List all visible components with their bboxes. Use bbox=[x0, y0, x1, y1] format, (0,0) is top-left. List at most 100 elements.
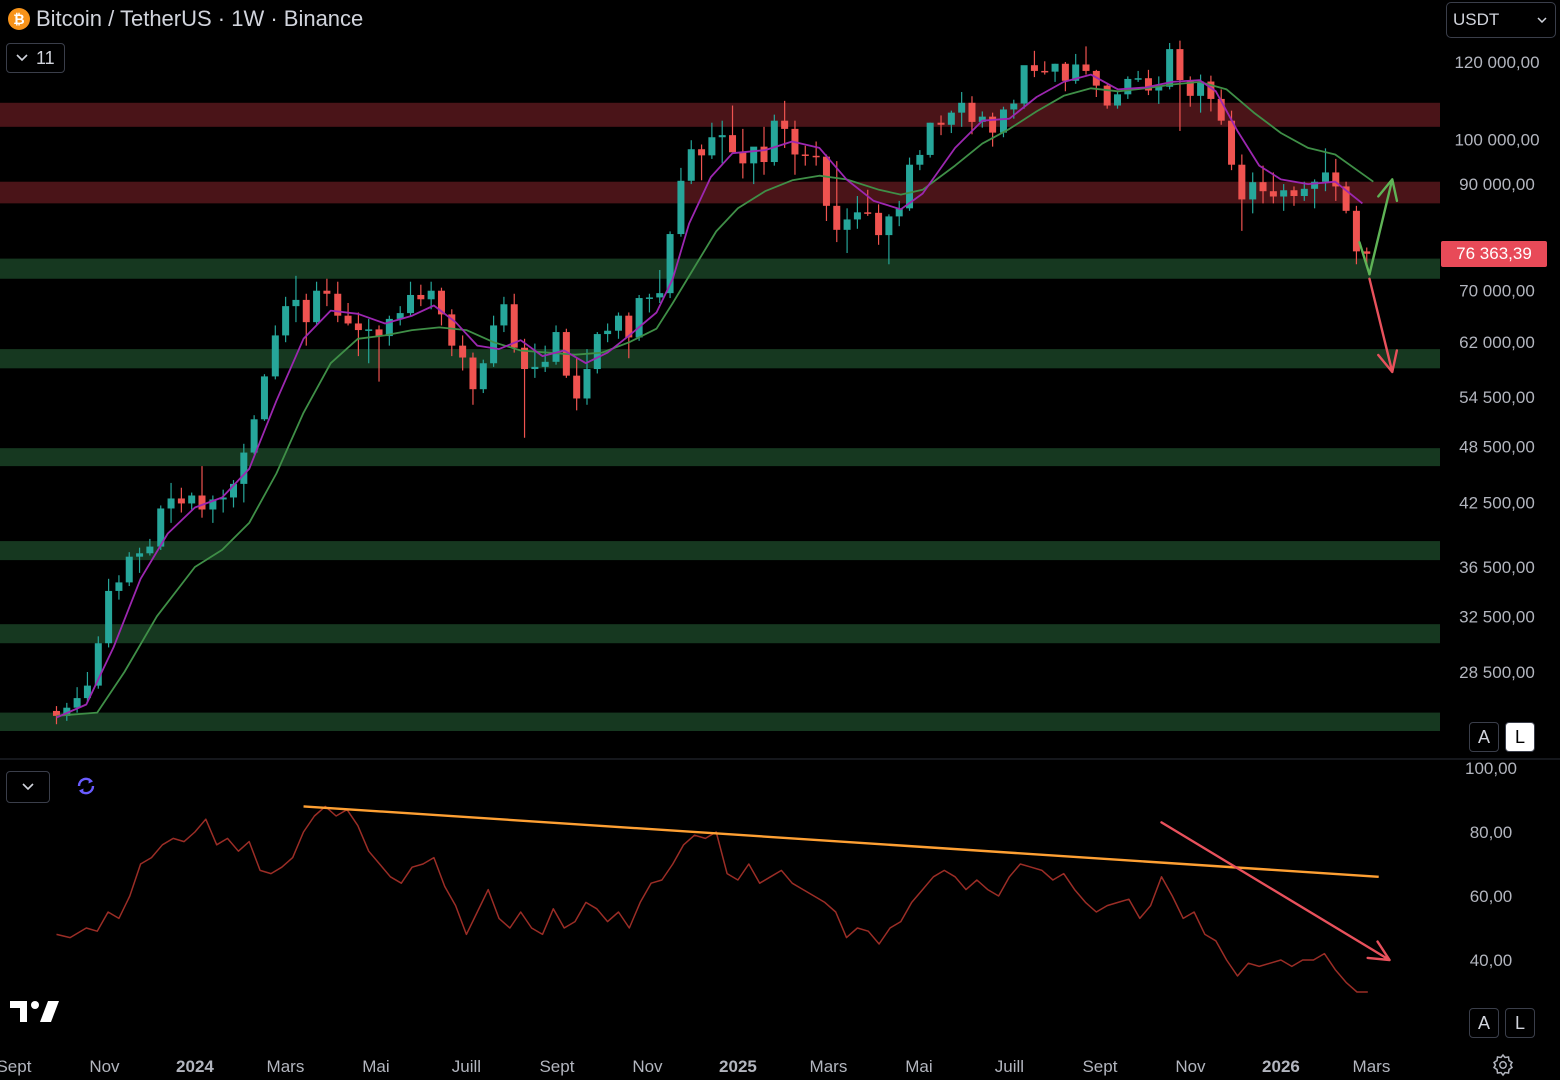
candle-up bbox=[1010, 103, 1018, 110]
candle-up bbox=[750, 146, 758, 164]
rsi-auto-scale-button[interactable]: A bbox=[1469, 1008, 1499, 1038]
symbol-title[interactable]: Bitcoin / TetherUS · 1W · Binance bbox=[36, 6, 364, 31]
candle-up bbox=[167, 498, 175, 509]
candle-down bbox=[1363, 251, 1371, 254]
time-tick-label: Mars bbox=[267, 1057, 305, 1076]
candle-up bbox=[136, 553, 144, 557]
support-zone-5 bbox=[0, 541, 1440, 561]
candle-up bbox=[188, 495, 196, 504]
candle-up bbox=[240, 452, 248, 484]
candle-down bbox=[1030, 65, 1038, 71]
candle-up bbox=[718, 135, 726, 138]
candle-down bbox=[1186, 80, 1194, 96]
candle-down bbox=[1176, 49, 1184, 81]
rsi-line bbox=[56, 805, 1368, 993]
time-tick-label: Nov bbox=[89, 1057, 120, 1076]
candle-up bbox=[500, 304, 508, 326]
price-tick-label: 70 000,00 bbox=[1459, 282, 1535, 301]
breakdown-arrow-down bbox=[1368, 277, 1399, 374]
candle-down bbox=[417, 294, 425, 300]
candle-down bbox=[198, 495, 206, 510]
candle-up bbox=[853, 212, 861, 220]
candle-up bbox=[1134, 78, 1142, 80]
candle-up bbox=[1114, 94, 1122, 106]
candle-up bbox=[407, 294, 415, 314]
candle-up bbox=[947, 112, 955, 125]
candle-down bbox=[469, 357, 477, 390]
candle-up bbox=[260, 376, 268, 420]
time-tick-label: Sept bbox=[539, 1057, 574, 1076]
candle-up bbox=[906, 164, 914, 209]
price-tick-label: 120 000,00 bbox=[1454, 53, 1539, 72]
rsi-tick-label: 60,00 bbox=[1470, 887, 1513, 906]
time-tick-label: Mars bbox=[810, 1057, 848, 1076]
candle-down bbox=[1103, 85, 1111, 106]
candle-down bbox=[937, 122, 945, 125]
candle-down bbox=[1259, 182, 1267, 192]
rsi-pane-toggle-button[interactable] bbox=[6, 771, 50, 803]
log-scale-button[interactable]: L bbox=[1505, 722, 1535, 752]
candle-down bbox=[729, 135, 737, 153]
rsi-trendline-orange bbox=[303, 805, 1379, 878]
candle-up bbox=[885, 216, 893, 236]
candle-up bbox=[1197, 81, 1205, 96]
candle-down bbox=[760, 146, 768, 163]
candle-down bbox=[1352, 210, 1360, 252]
candle-up bbox=[645, 297, 653, 299]
candle-up bbox=[666, 234, 674, 294]
indicators-toggle-button[interactable]: 11 bbox=[6, 43, 65, 73]
candle-up bbox=[1300, 188, 1308, 197]
candle-up bbox=[73, 698, 81, 708]
candle-up bbox=[282, 306, 290, 336]
support-zone-3 bbox=[0, 349, 1440, 369]
candle-up bbox=[583, 369, 591, 399]
candle-up bbox=[1311, 181, 1319, 189]
time-tick-label: Nov bbox=[1175, 1057, 1206, 1076]
support-zone-2 bbox=[0, 258, 1440, 279]
time-tick-label: Mai bbox=[905, 1057, 932, 1076]
candle-down bbox=[375, 329, 383, 337]
candle-down bbox=[1144, 78, 1152, 91]
support-zone-4 bbox=[0, 448, 1440, 467]
candle-down bbox=[573, 375, 581, 399]
time-tick-label: 2026 bbox=[1262, 1057, 1300, 1076]
candle-down bbox=[1207, 81, 1215, 99]
currency-select[interactable]: USDT bbox=[1446, 2, 1556, 38]
candle-up bbox=[313, 290, 321, 323]
time-tick-label: Sept bbox=[1082, 1057, 1117, 1076]
candle-up bbox=[230, 483, 238, 498]
candle-down bbox=[875, 212, 883, 236]
price-tick-label: 90 000,00 bbox=[1459, 175, 1535, 194]
candle-up bbox=[635, 298, 643, 338]
candle-up bbox=[552, 332, 560, 362]
time-tick-label: Juill bbox=[995, 1057, 1024, 1076]
currency-value: USDT bbox=[1453, 10, 1500, 29]
candle-up bbox=[209, 499, 217, 510]
candle-up bbox=[125, 556, 133, 583]
gear-icon[interactable] bbox=[1491, 1053, 1515, 1077]
sync-icon[interactable] bbox=[74, 774, 98, 798]
auto-scale-button[interactable]: A bbox=[1469, 722, 1499, 752]
candle-down bbox=[781, 120, 789, 129]
candle-up bbox=[541, 361, 549, 367]
candle-up bbox=[531, 366, 539, 370]
candle-down bbox=[698, 149, 706, 156]
candle-down bbox=[812, 155, 820, 158]
candle-down bbox=[437, 290, 445, 315]
time-tick-label: Juill bbox=[452, 1057, 481, 1076]
candle-down bbox=[1238, 164, 1246, 200]
rsi-log-scale-button[interactable]: L bbox=[1505, 1008, 1535, 1038]
candle-up bbox=[1051, 63, 1059, 72]
candle-down bbox=[1082, 64, 1090, 71]
candle-down bbox=[1332, 172, 1340, 187]
candle-up bbox=[1166, 49, 1174, 87]
price-tick-label: 54 500,00 bbox=[1459, 388, 1535, 407]
candle-up bbox=[105, 590, 113, 644]
rsi-tick-label: 80,00 bbox=[1470, 823, 1513, 842]
candle-up bbox=[1249, 182, 1257, 200]
candle-down bbox=[334, 293, 342, 316]
candle-up bbox=[479, 363, 487, 390]
candle-up bbox=[916, 154, 924, 165]
candle-up bbox=[770, 120, 778, 163]
